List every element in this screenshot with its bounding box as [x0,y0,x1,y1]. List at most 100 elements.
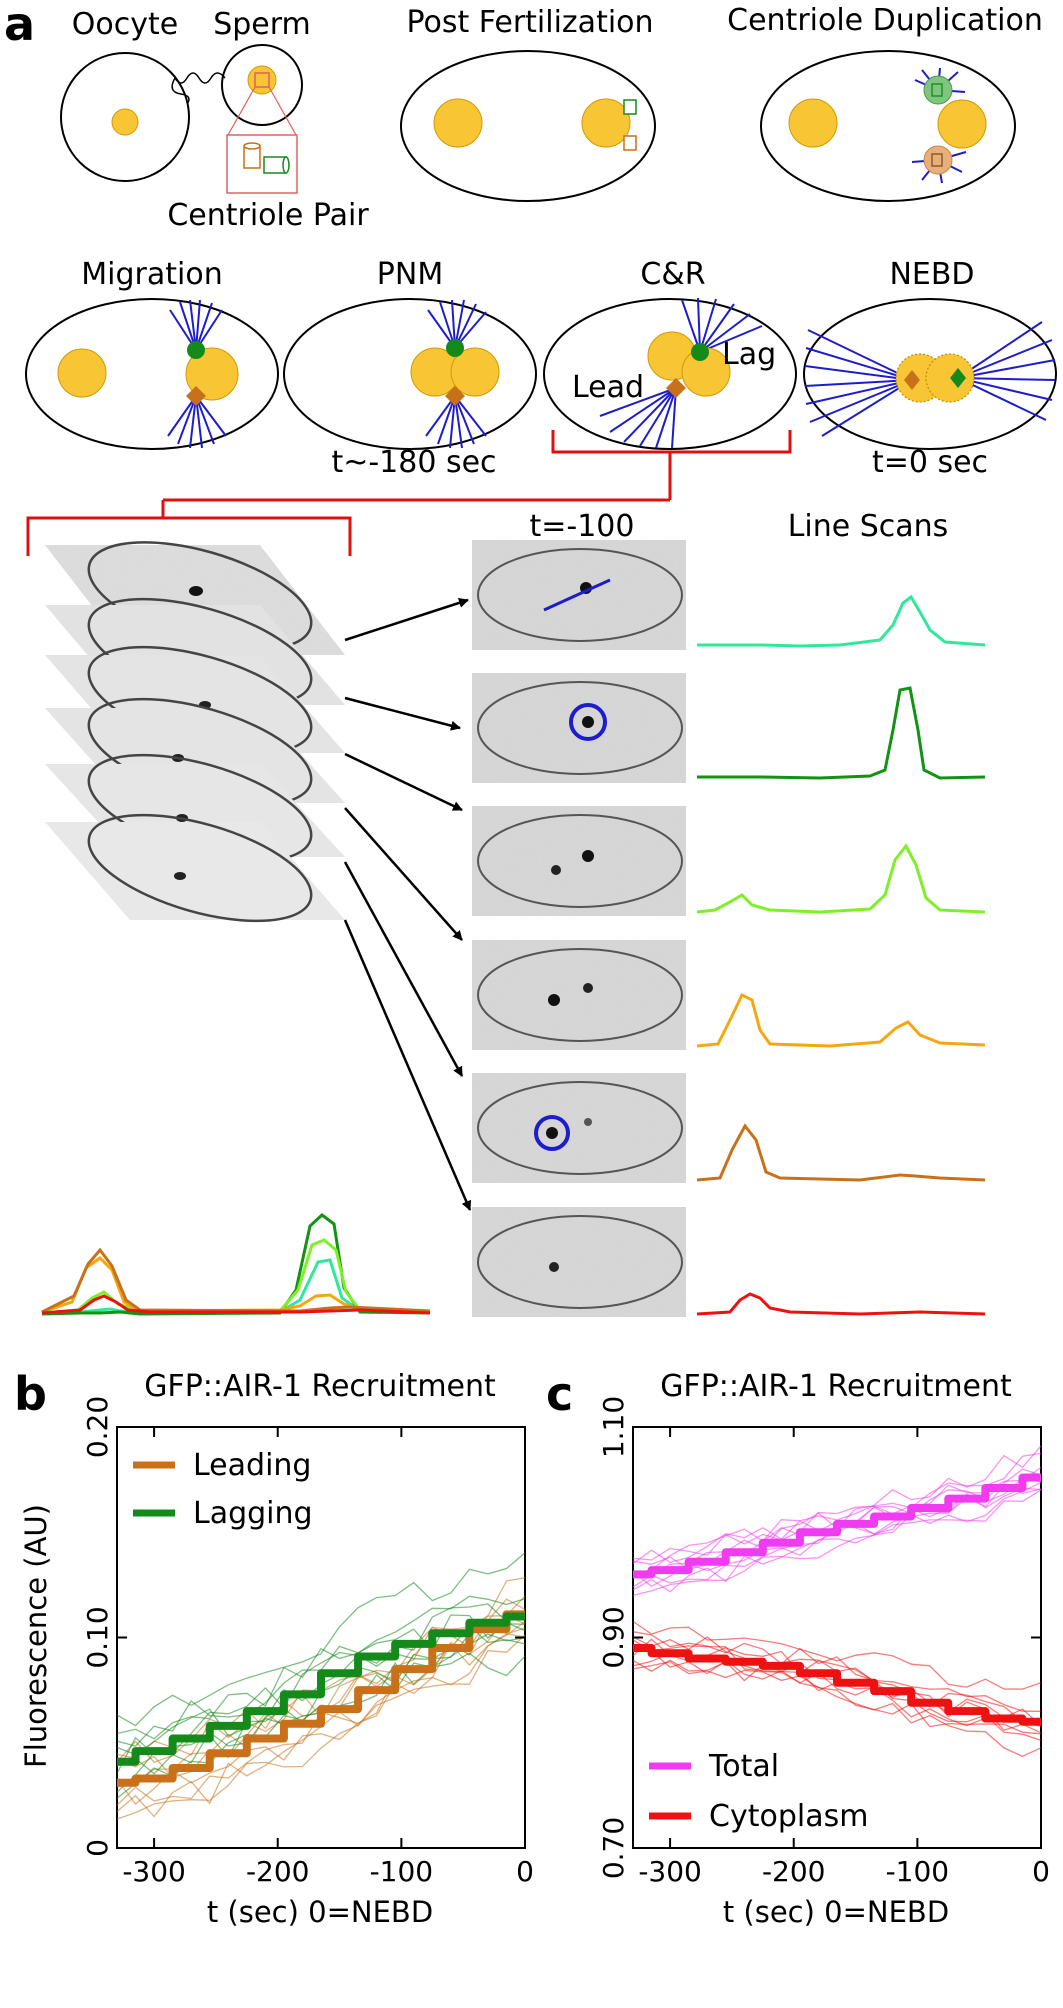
x-tick-label: -300 [122,1855,186,1888]
chart-c-legend: Total Cytoplasm [649,1749,868,1834]
stack-arrows [343,598,472,1211]
legend-label-cytoplasm: Cytoplasm [709,1799,868,1834]
chart-b-title: GFP::AIR-1 Recruitment [144,1369,496,1404]
frame-6 [472,1207,686,1317]
y-tick-label: 0.90 [597,1606,630,1668]
individual-trace [632,1661,1042,1735]
overlay-scan-lime [41,1238,431,1315]
z-stack-images [45,541,345,923]
series-line-total [633,1473,1041,1579]
x-tick-label: 0 [516,1855,534,1888]
frame-4 [472,940,686,1050]
panel-letter-b: b [14,1367,47,1421]
overlaid-line-scans [41,1213,431,1316]
line-scan-5 [696,1123,986,1182]
line-scan-1 [697,594,986,648]
chart-c-series [633,1473,1041,1726]
stage-label-centriole-duplication: Centriole Duplication [727,3,1043,38]
x-tick-label: -200 [246,1855,310,1888]
y-tick-label: 0 [81,1839,114,1857]
overlay-scan-dark-green [41,1213,431,1316]
frame-2 [472,673,686,783]
stage-label-c-and-r: C&R [640,257,705,292]
legend-label-total: Total [708,1749,779,1784]
individual-trace [632,1659,1042,1727]
frame-5 [472,1073,686,1183]
centriole-green-icon [263,156,290,174]
panel-a: a Oocyte Sperm Post Fertilization Centri… [4,0,1057,1317]
lag-label: Lag [722,337,776,372]
oocyte-diagram [60,52,190,182]
post-fertilization-diagram [400,50,656,202]
chart-b-series [117,1610,525,1787]
overlay-scan-brown [41,1247,431,1314]
y-tick-label: 0.20 [81,1396,114,1458]
individual-trace [632,1631,1042,1712]
chart-b-xlabel: t (sec) 0=NEBD [207,1895,433,1929]
overlay-scan-red [41,1294,431,1315]
y-tick-label: 0.70 [597,1817,630,1879]
stage-label-migration: Migration [81,257,222,292]
chart-b-ticks: -300 -200 -100 0 0 0.10 0.20 [81,1396,534,1888]
individual-trace [116,1552,526,1727]
legend-label-leading: Leading [193,1448,311,1483]
chart-c-xlabel: t (sec) 0=NEBD [723,1895,949,1929]
line-scan-4 [696,992,986,1048]
legend-label-lagging: Lagging [193,1496,313,1531]
individual-trace [632,1620,1042,1690]
individual-trace [632,1489,1042,1597]
migration-diagram [25,298,279,450]
y-tick-label: 0.10 [81,1606,114,1668]
frame-3 [472,806,686,916]
frame-images [472,540,686,1317]
chart-b-frame [116,1426,526,1849]
stage-label-nebd: NEBD [889,257,974,292]
panel-letter-c: c [546,1367,573,1421]
x-tick-label: -100 [370,1855,434,1888]
lead-label: Lead [572,370,644,405]
centriole-orange-icon [243,142,261,169]
nebd-time-label: t=0 sec [872,445,988,480]
line-scans-title: Line Scans [788,509,949,544]
individual-trace [116,1621,526,1806]
series-line-leading [117,1610,525,1787]
frame-time-label: t=-100 [530,509,635,544]
chart-c-frame [632,1426,1042,1849]
overlay-scan-orange [41,1256,431,1314]
panel-c: c GFP::AIR-1 Recruitment -300 -200 -100 0 0.… [546,1367,1050,1929]
centriole-pair-label: Centriole Pair [167,198,369,233]
y-tick-label: 1.10 [597,1396,630,1458]
series-line-cytoplasm [633,1644,1041,1726]
line-scan-6 [696,1292,986,1316]
individual-trace [632,1649,1042,1758]
individual-trace [632,1466,1042,1561]
nebd-diagram [803,298,1057,450]
pnm-time-label: t~-180 sec [331,445,496,480]
individual-trace [632,1481,1042,1588]
x-tick-label: -100 [886,1855,950,1888]
line-scan-2 [697,686,986,780]
pnm-diagram [283,298,537,450]
panel-letter-a: a [4,0,35,51]
chart-b-ylabel: Fluorescence (AU) [19,1504,53,1768]
individual-trace [116,1595,526,1740]
line-scans [696,594,986,1316]
panel-b: b GFP::AIR-1 Recruitment -300 -200 -100 000… [14,1367,534,1929]
stage-label-sperm: Sperm [213,7,311,42]
centriole-duplication-diagram [760,50,1016,202]
x-tick-label: -300 [638,1855,702,1888]
x-tick-label: -200 [762,1855,826,1888]
z-plane-6 [45,813,345,923]
stage-label-pnm: PNM [377,257,443,292]
individual-trace [116,1634,526,1820]
chart-c-ticks: -300 -200 -100 0 0.70 0.90 1.10 [597,1396,1050,1888]
stage-label-post-fertilization: Post Fertilization [406,5,653,40]
overlay-scan-green-light [41,1258,431,1315]
line-scan-3 [696,843,986,914]
x-tick-label: 0 [1032,1855,1050,1888]
frame-1 [472,540,686,650]
stage-label-oocyte: Oocyte [72,7,178,42]
red-bracket [26,430,792,556]
chart-b-legend: Leading Lagging [133,1448,313,1531]
